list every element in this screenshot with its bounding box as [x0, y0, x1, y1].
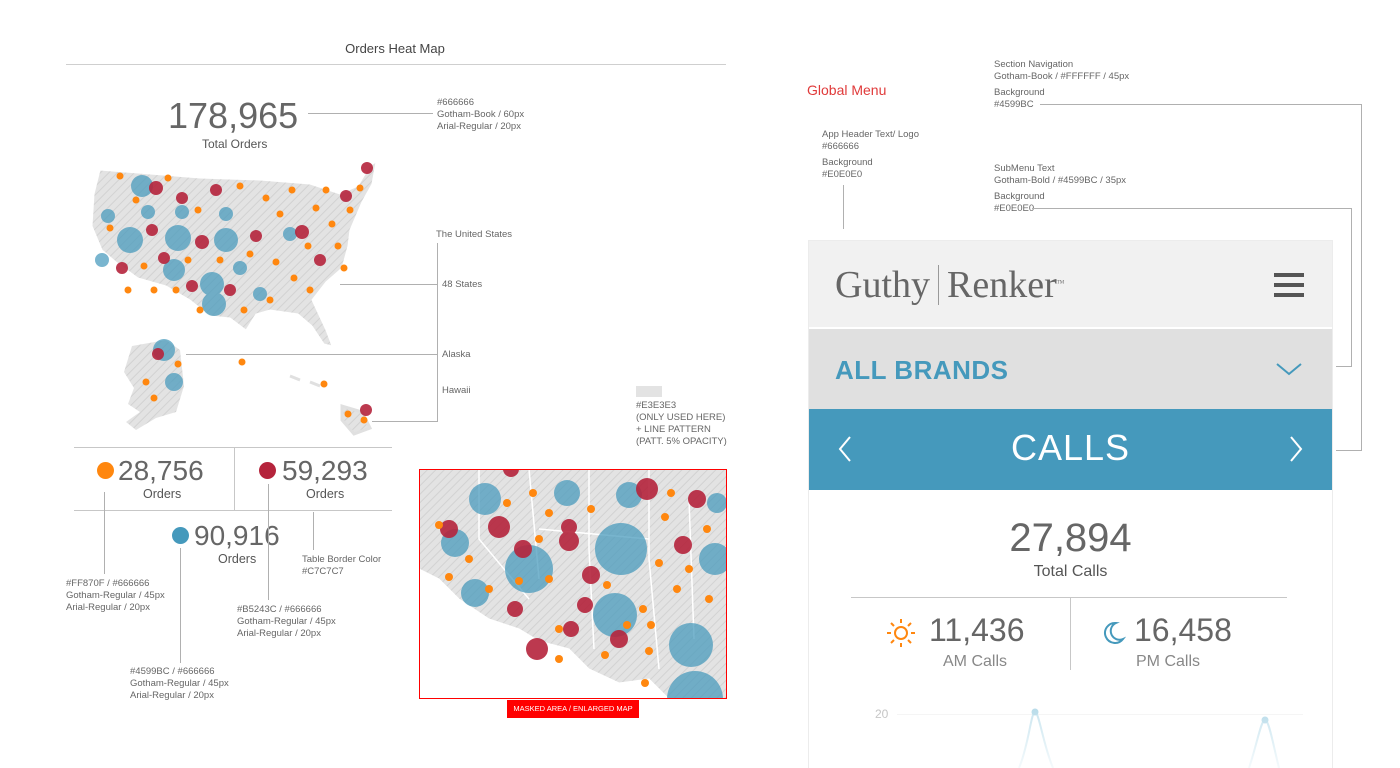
masked-area-label: MASKED AREA / ENLARGED MAP — [507, 700, 639, 718]
mobile-app-mockup: Guthy RenkerTM ALL BRANDS CALLS 27,894 To… — [809, 241, 1332, 768]
pattern-swatch — [636, 386, 662, 397]
logo-word-guthy: Guthy — [835, 264, 930, 306]
pm-calls-value: 16,458 — [1134, 612, 1232, 648]
us-heat-map — [91, 160, 377, 436]
hawaii-shape — [289, 374, 373, 436]
orange-label: Orders — [143, 487, 182, 501]
moon-icon — [1104, 621, 1126, 644]
leader-submenu-h — [1032, 208, 1351, 209]
table-top-border — [74, 447, 392, 448]
hamburger-menu-icon[interactable] — [1274, 273, 1304, 297]
leader-submenu-v — [1351, 208, 1352, 366]
section-title: CALLS — [1010, 427, 1131, 468]
leader-submenu-end — [1336, 366, 1352, 367]
chart-fade — [809, 681, 1332, 768]
leader-section-nav-v — [1361, 104, 1362, 450]
bracket-us — [437, 243, 438, 422]
leader-orange — [104, 492, 105, 574]
ann-app-header: App Header Text/ Logo #666666 Background #… — [822, 129, 920, 180]
global-menu-label: Global Menu — [807, 82, 887, 98]
total-orders-label: Total Orders — [202, 137, 268, 151]
leader-alaska — [186, 354, 437, 355]
ann-alaska: Alaska — [442, 349, 471, 360]
section-nav[interactable]: ALL BRANDS — [809, 329, 1332, 409]
blue-value: 90,916 — [194, 520, 280, 551]
ann-total: #666666 Gotham-Book / 60px Arial-Regular… — [437, 97, 525, 132]
ann-hawaii: Hawaii — [442, 385, 471, 396]
alaska-shape — [124, 340, 184, 430]
total-calls-value: 27,894 — [1009, 516, 1132, 560]
leader-states — [340, 284, 437, 285]
logo-divider — [938, 265, 939, 305]
app-header: Guthy RenkerTM — [809, 241, 1332, 327]
orange-dot — [97, 462, 114, 479]
calls-divider — [851, 597, 1287, 598]
ann-us: The United States — [436, 229, 513, 240]
leader-border — [313, 512, 314, 550]
us-48-states-shape — [91, 160, 377, 347]
red-label: Orders — [306, 487, 345, 501]
red-value: 59,293 — [282, 455, 368, 486]
pm-calls-label: PM Calls — [1136, 653, 1201, 670]
leader-section-nav-h — [1040, 104, 1361, 105]
leader-red — [268, 484, 269, 600]
blue-label: Orders — [218, 552, 257, 566]
ann-submenu: SubMenu Text Gotham-Bold / #4599BC / 35px… — [994, 163, 1127, 214]
leader-total — [308, 113, 433, 114]
enlarged-map — [419, 469, 727, 699]
chevron-right-icon[interactable] — [1288, 435, 1304, 463]
table-bottom-border — [74, 510, 392, 511]
logo-word-renker: Renker — [947, 264, 1057, 306]
ann-pattern: #E3E3E3 (ONLY USED HERE) + LINE PATTERN (P… — [636, 400, 727, 447]
title-divider — [66, 64, 726, 65]
submenu-bar: CALLS — [809, 409, 1332, 490]
ann-orange: #FF870F / #666666 Gotham-Regular / 45px Ar… — [66, 578, 165, 613]
logo[interactable]: Guthy RenkerTM — [835, 263, 1064, 307]
total-calls-label: Total Calls — [1033, 563, 1108, 580]
heatmap-title: Orders Heat Map — [345, 41, 445, 56]
leader-app-header — [843, 185, 844, 229]
red-dot — [259, 462, 276, 479]
ann-red: #B5243C / #666666 Gotham-Regular / 45px Ar… — [237, 604, 336, 639]
orange-value: 28,756 — [118, 455, 204, 486]
total-orders-value: 178,965 — [168, 95, 299, 136]
am-calls-value: 11,436 — [929, 612, 1025, 648]
blue-dot — [172, 527, 189, 544]
sun-icon — [887, 619, 915, 647]
ann-blue: #4599BC / #666666 Gotham-Regular / 45px Ar… — [130, 666, 229, 701]
chevron-down-icon[interactable] — [1275, 361, 1303, 377]
leader-blue — [180, 548, 181, 663]
chevron-left-icon[interactable] — [837, 435, 853, 463]
logo-trademark: TM — [1056, 280, 1065, 286]
leader-section-nav-end — [1336, 450, 1362, 451]
table-mid-border — [234, 448, 235, 510]
leader-hawaii — [372, 421, 438, 422]
am-calls-label: AM Calls — [943, 653, 1008, 670]
calls-split — [1070, 598, 1071, 670]
ann-section-nav: Section Navigation Gotham-Book / #FFFFFF … — [994, 59, 1130, 110]
all-brands-label: ALL BRANDS — [835, 355, 1009, 385]
ann-border: Table Border Color #C7C7C7 — [302, 554, 382, 577]
ann-states: 48 States — [442, 279, 483, 290]
